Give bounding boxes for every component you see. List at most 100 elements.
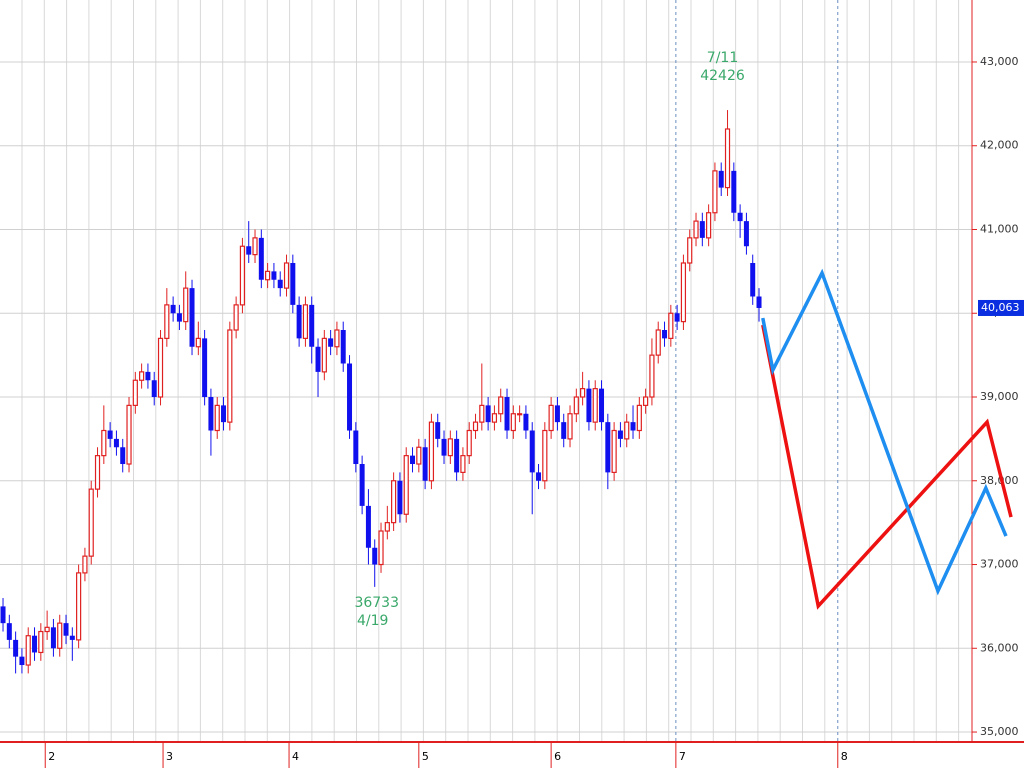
candle-body [334, 329, 340, 348]
candle-body [504, 397, 510, 431]
annotation-value: 36733 [354, 595, 399, 611]
candle-body [699, 221, 705, 238]
candle-body [384, 522, 390, 532]
candle-body [422, 447, 428, 481]
candle-body [567, 413, 573, 440]
candle-body [491, 413, 498, 423]
candle-body [554, 405, 560, 423]
candle-body [410, 455, 416, 465]
candle-body [13, 639, 19, 657]
last-price-box [978, 299, 1024, 316]
candle-body [202, 338, 208, 398]
candle-body [126, 404, 132, 465]
candle-body [460, 455, 466, 473]
candle-body [447, 438, 453, 457]
candle-body [315, 346, 321, 372]
y-tick-label: 41,000 [980, 222, 1019, 235]
candle-body [221, 405, 227, 423]
candle-body [321, 337, 327, 373]
candle-body [403, 455, 409, 515]
candle-body [76, 572, 82, 641]
x-tick-label: 2 [48, 750, 55, 763]
candle-body [347, 363, 353, 431]
candle-body [246, 246, 252, 255]
candle-body [548, 404, 554, 432]
y-tick-label: 35,000 [980, 725, 1019, 738]
candle-body [517, 413, 523, 416]
candle-body [680, 262, 687, 323]
candle-body [428, 421, 435, 482]
candle-body [391, 480, 397, 524]
y-tick-label: 39,000 [980, 390, 1019, 403]
annotation-date: 7/11 [707, 50, 738, 66]
candle-body [157, 337, 164, 398]
candle-body [170, 304, 176, 314]
candle-body [561, 422, 567, 439]
candle-body [271, 271, 277, 280]
candle-body [498, 396, 504, 415]
candle-body [750, 262, 756, 297]
candle-body [290, 262, 296, 305]
candle-body [50, 627, 56, 649]
candle-body [101, 429, 107, 457]
candle-body [441, 438, 447, 456]
candle-body [107, 430, 113, 439]
candle-body [605, 422, 611, 473]
candle-body [617, 430, 623, 439]
candle-body [0, 606, 6, 624]
y-tick-label: 42,000 [980, 139, 1019, 152]
candle-body [233, 304, 239, 331]
candle-body [454, 438, 460, 473]
candle-body [328, 338, 334, 347]
candle-body [183, 287, 189, 323]
candle-body [466, 429, 472, 457]
candle-body [662, 330, 668, 339]
candle-body [573, 396, 579, 415]
candle-body [743, 221, 749, 247]
candle-body [655, 329, 661, 356]
candle-body [536, 472, 542, 481]
candle-body [120, 447, 126, 465]
candle-body [189, 288, 195, 347]
candle-body [523, 413, 529, 431]
candle-body [718, 170, 724, 188]
candle-body [693, 220, 699, 239]
candle-body [113, 438, 119, 448]
candle-body [737, 212, 743, 222]
candle-body [145, 371, 151, 381]
candle-body [44, 626, 50, 633]
x-tick-label: 7 [679, 750, 686, 763]
candle-body [88, 488, 94, 557]
candle-body [227, 329, 233, 423]
candle-body [195, 337, 201, 348]
candle-body [283, 262, 290, 289]
x-tick-label: 5 [422, 750, 429, 763]
candle-body [724, 128, 731, 189]
candle-body [668, 312, 674, 339]
x-tick-label: 6 [554, 750, 561, 763]
candle-body [353, 430, 359, 465]
candle-body [214, 404, 220, 432]
candle-body [687, 237, 693, 264]
candle-body [82, 555, 88, 574]
candle-body [239, 245, 246, 306]
annotation-date: 4/19 [357, 613, 388, 629]
candle-body [731, 170, 737, 213]
y-tick-label: 37,000 [980, 558, 1019, 571]
candle-body [435, 422, 441, 439]
x-tick-label: 3 [166, 750, 173, 763]
candle-body [599, 388, 605, 423]
candle-body [592, 388, 598, 423]
projection-line [761, 324, 1013, 610]
candle-body [132, 379, 138, 406]
candle-body [365, 505, 371, 548]
candle-body [252, 237, 258, 256]
candle-body [706, 212, 712, 239]
x-tick-label: 4 [292, 750, 299, 763]
candle-body [302, 304, 309, 339]
candle-body [151, 380, 157, 398]
candle-body [510, 413, 516, 432]
candle-body [277, 279, 283, 289]
candle-body [164, 304, 170, 339]
